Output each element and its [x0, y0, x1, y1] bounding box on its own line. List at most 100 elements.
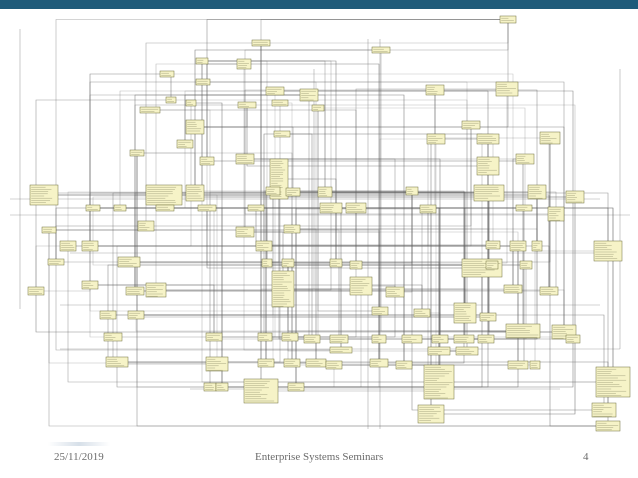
class-box [453, 302, 477, 324]
class-box [477, 334, 495, 344]
class-box [317, 186, 333, 198]
association-line [411, 191, 604, 411]
association-line [92, 196, 575, 208]
class-box [473, 184, 505, 202]
footer-title: Enterprise Systems Seminars [255, 451, 384, 463]
class-box [47, 258, 65, 266]
class-box [185, 99, 197, 107]
class-box [431, 334, 449, 344]
association-line [191, 102, 223, 387]
class-box [305, 358, 327, 368]
class-box [85, 204, 101, 212]
class-box [235, 153, 255, 165]
class-box [529, 360, 541, 370]
class-box [197, 204, 217, 212]
association-line [117, 103, 281, 363]
class-box [311, 104, 325, 112]
class-box [505, 323, 541, 339]
association-line [290, 292, 396, 338]
class-box [237, 101, 257, 109]
class-box [425, 84, 445, 96]
association-line [44, 194, 538, 246]
association-line [331, 207, 440, 351]
association-line [201, 61, 613, 383]
class-box [369, 358, 389, 368]
class-box [509, 240, 527, 252]
class-box [205, 356, 229, 372]
class-box [427, 346, 451, 356]
class-box [125, 286, 145, 296]
association-line [49, 161, 208, 231]
association-line [206, 208, 482, 269]
class-box [405, 186, 419, 196]
association-line [89, 246, 380, 312]
association-line [150, 109, 357, 208]
class-box [205, 332, 223, 342]
association-line [395, 191, 413, 293]
class-box [176, 139, 194, 149]
class-box [265, 186, 281, 196]
class-box [283, 224, 301, 234]
class-box [595, 420, 621, 432]
footer-accent [48, 442, 110, 446]
class-box [235, 226, 255, 238]
association-line [244, 49, 381, 159]
association-line [431, 197, 576, 415]
association-line [116, 245, 518, 362]
class-box [303, 334, 321, 344]
association-line [355, 88, 507, 265]
association-line [245, 231, 284, 289]
class-box [139, 106, 161, 114]
class-box [503, 284, 523, 294]
association-line [247, 104, 576, 197]
association-line [261, 19, 509, 44]
association-line [318, 107, 526, 159]
class-box [265, 86, 285, 96]
class-box [371, 46, 391, 54]
uml-class-diagram [10, 15, 631, 432]
class-box [371, 334, 387, 344]
association-line [296, 268, 483, 388]
class-box [401, 334, 423, 344]
association-line [68, 125, 472, 247]
class-box [531, 240, 543, 252]
association-line [278, 179, 573, 340]
class-box [507, 360, 529, 370]
class-box [565, 190, 585, 204]
class-box [203, 382, 217, 392]
class-box [81, 240, 99, 252]
class-box [105, 356, 129, 368]
class-box [283, 358, 301, 368]
class-box [199, 156, 215, 166]
association-line [156, 208, 332, 291]
association-line [55, 262, 341, 351]
association-line [119, 90, 275, 208]
class-box [593, 240, 623, 262]
association-line [309, 94, 405, 365]
class-box [329, 346, 353, 354]
class-box [155, 204, 175, 212]
association-line [184, 90, 275, 144]
association-line [206, 63, 244, 161]
class-box [453, 334, 475, 344]
association-line [260, 19, 508, 391]
class-box [419, 204, 437, 214]
class-box [127, 310, 145, 320]
association-line [202, 60, 326, 192]
class-box [539, 286, 559, 296]
association-line [195, 126, 565, 332]
association-line [435, 139, 439, 383]
association-line [116, 362, 222, 388]
class-box [519, 260, 533, 270]
class-box [287, 382, 305, 392]
class-box [29, 184, 59, 206]
class-box [145, 184, 183, 206]
class-box [349, 276, 373, 296]
association-line [275, 90, 574, 339]
association-line [282, 133, 494, 245]
class-box [417, 404, 445, 424]
class-box [371, 306, 389, 316]
association-line [356, 207, 614, 382]
association-line [317, 108, 380, 312]
association-line [317, 108, 412, 340]
